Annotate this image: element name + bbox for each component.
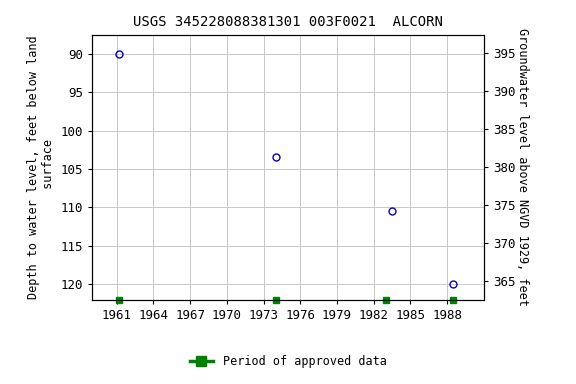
Y-axis label: Groundwater level above NGVD 1929, feet: Groundwater level above NGVD 1929, feet <box>516 28 529 306</box>
Y-axis label: Depth to water level, feet below land
 surface: Depth to water level, feet below land su… <box>27 35 55 299</box>
Legend: Period of approved data: Period of approved data <box>185 351 391 373</box>
Title: USGS 345228088381301 003F0021  ALCORN: USGS 345228088381301 003F0021 ALCORN <box>133 15 443 29</box>
